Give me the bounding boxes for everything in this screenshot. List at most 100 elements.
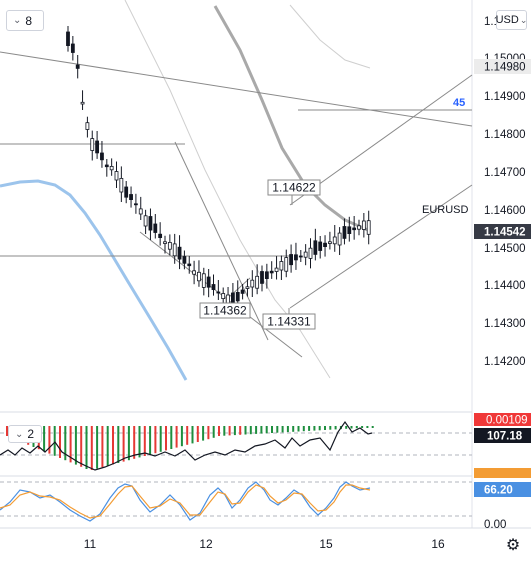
candle-body bbox=[269, 270, 274, 274]
candle-body bbox=[201, 273, 206, 288]
price-tick-label: 1.14800 bbox=[484, 129, 526, 141]
indicators-count: 8 bbox=[25, 13, 33, 28]
candle-body bbox=[289, 254, 294, 266]
high-label-callout: 1.14622 bbox=[267, 179, 321, 205]
candle-body bbox=[274, 267, 279, 272]
candle-body bbox=[337, 232, 342, 246]
histogram-bar bbox=[318, 426, 321, 431]
histogram-bar bbox=[244, 426, 247, 435]
histogram-bar bbox=[228, 426, 231, 436]
histogram-bar bbox=[292, 426, 295, 432]
osc2-tag-value: 66.20 bbox=[474, 482, 531, 497]
low-label-left-callout: 1.14362 bbox=[199, 296, 251, 319]
histogram-bar bbox=[324, 426, 326, 430]
histogram-bar bbox=[64, 426, 67, 461]
histogram-bar bbox=[302, 426, 305, 432]
candle-body bbox=[124, 186, 129, 198]
candle-body bbox=[216, 291, 221, 294]
histogram-bar bbox=[196, 426, 199, 442]
candle-body bbox=[129, 194, 133, 200]
histogram-bar bbox=[149, 426, 152, 455]
candle-body bbox=[327, 241, 332, 244]
candle-body bbox=[119, 177, 124, 193]
osc1-tag-top-text: 0.00109 bbox=[486, 415, 528, 427]
candle-body bbox=[308, 247, 313, 259]
histogram-bar bbox=[233, 426, 236, 436]
candle-body bbox=[240, 289, 245, 294]
sub-indicators-count: 2 bbox=[27, 427, 35, 441]
candle-body bbox=[70, 43, 75, 53]
histogram-bar bbox=[85, 426, 88, 469]
sub-indicators-toggle[interactable]: ⌄ 2 bbox=[8, 425, 42, 443]
candle-body bbox=[323, 242, 327, 247]
candle-body bbox=[163, 241, 167, 244]
histogram-bar bbox=[138, 426, 141, 458]
candle-body bbox=[148, 216, 153, 231]
histogram-bar bbox=[106, 426, 109, 466]
histogram-bar bbox=[271, 426, 273, 433]
histogram-bar bbox=[53, 426, 56, 456]
candle-body bbox=[187, 263, 192, 267]
down-line-1 bbox=[174, 141, 269, 341]
osc2-tag-top bbox=[474, 468, 531, 478]
histogram-bar bbox=[286, 426, 289, 433]
histogram-bar bbox=[154, 426, 157, 454]
ma-gray-line bbox=[213, 5, 371, 233]
histogram-bar bbox=[101, 426, 104, 468]
candlestick-series bbox=[66, 26, 371, 315]
chevron-down-icon: ⌄ bbox=[519, 14, 528, 25]
candle-body bbox=[192, 270, 197, 275]
ma-faint-line bbox=[124, 0, 331, 379]
histogram-bar bbox=[255, 426, 258, 434]
candle-body bbox=[80, 101, 85, 105]
histogram-bar bbox=[186, 426, 189, 445]
time-axis[interactable]: 11 12 15 16 bbox=[84, 537, 445, 551]
osc2-axis-tick: 0.00 bbox=[484, 519, 506, 531]
candle-body bbox=[133, 203, 138, 206]
histogram-bar bbox=[90, 426, 93, 470]
price-tick-label: 1.14900 bbox=[484, 91, 526, 103]
stochastic-d-line bbox=[0, 484, 371, 519]
histogram-bar bbox=[43, 426, 46, 452]
low-label-right-callout: 1.14331 bbox=[262, 308, 316, 330]
low-label-right: 1.14331 bbox=[267, 315, 311, 329]
osc1-tag-value: 107.18 bbox=[474, 428, 531, 443]
gear-icon[interactable]: ⚙ bbox=[505, 537, 521, 554]
histogram-bar bbox=[313, 426, 316, 431]
candle-body bbox=[357, 225, 361, 230]
candle-body bbox=[250, 279, 255, 288]
price-tick-label: 1.14400 bbox=[484, 280, 526, 292]
trend-line-long bbox=[0, 51, 473, 127]
osc2-tag-value-text: 66.20 bbox=[484, 485, 513, 497]
histogram-bar bbox=[202, 426, 205, 441]
ma-faint-line-2 bbox=[289, 4, 371, 69]
time-tick-label: 12 bbox=[199, 537, 213, 551]
histogram-bar bbox=[122, 426, 125, 462]
histogram-bar bbox=[239, 426, 242, 435]
candle-body bbox=[104, 164, 109, 168]
price-tick-label: 1.14200 bbox=[484, 356, 526, 368]
candle-body bbox=[66, 31, 70, 47]
chevron-down-icon: ⌄ bbox=[13, 15, 22, 26]
candle-body bbox=[75, 64, 80, 69]
down-line-2 bbox=[139, 231, 303, 358]
histogram-bar bbox=[96, 426, 99, 469]
candle-body bbox=[153, 223, 158, 233]
price-tick-label: 1.14300 bbox=[484, 318, 526, 330]
candle-body bbox=[342, 226, 347, 239]
oscillator-line bbox=[0, 420, 373, 471]
histogram-bar bbox=[165, 426, 167, 451]
histogram-bar bbox=[207, 426, 210, 440]
histogram-bar bbox=[260, 426, 263, 434]
candle-body bbox=[95, 140, 99, 154]
candle-body bbox=[318, 241, 323, 251]
indicators-toggle[interactable]: ⌄ 8 bbox=[6, 10, 44, 31]
candle-body bbox=[313, 240, 318, 255]
histogram-bar bbox=[223, 426, 226, 436]
price-tick-label: 1.14700 bbox=[484, 167, 526, 179]
currency-selector[interactable]: USD ⌄ bbox=[496, 10, 527, 30]
osc1-tag-top: 0.00109 bbox=[474, 413, 531, 427]
histogram-bar bbox=[127, 426, 130, 461]
ma-blue-line bbox=[0, 179, 188, 381]
